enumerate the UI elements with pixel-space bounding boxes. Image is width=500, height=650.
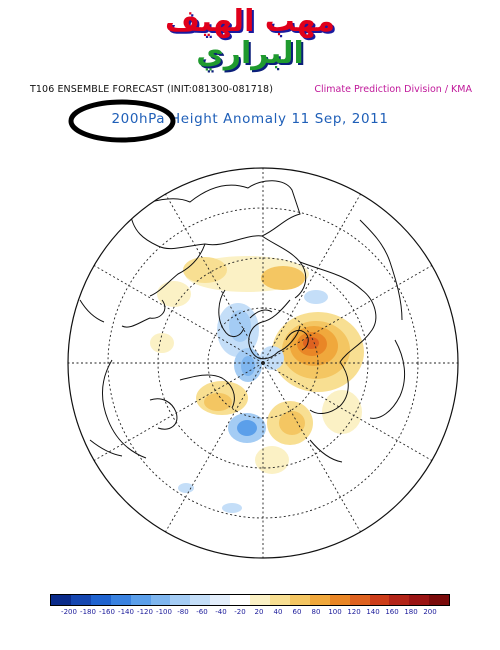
map-boundary-circle	[67, 167, 459, 559]
forecast-header: T106 ENSEMBLE FORECAST (INIT:081300-0817…	[30, 84, 273, 95]
colorbar-swatch	[289, 595, 310, 605]
colorbar-tick-label: 80	[311, 608, 321, 616]
colorbar-tick-label: 20	[254, 608, 264, 616]
colorbar-swatch	[150, 595, 171, 605]
colorbar-swatch	[369, 595, 390, 605]
colorbar-tick-label: -140	[118, 608, 134, 616]
colorbar-tick-label: -200	[61, 608, 77, 616]
colorbar-tick-label: 100	[328, 608, 342, 616]
colorbar-tick-label: -120	[137, 608, 153, 616]
colorbar-swatch	[70, 595, 91, 605]
colorbar-swatch	[349, 595, 370, 605]
colorbar-swatch	[110, 595, 131, 605]
colorbar	[50, 594, 450, 606]
colorbar-tick-label: -100	[156, 608, 172, 616]
anomaly-field	[150, 256, 364, 513]
colorbar-swatch	[170, 595, 191, 605]
coastlines	[79, 180, 406, 463]
colorbar-swatch	[190, 595, 211, 605]
logo-line-2: البراري	[196, 36, 304, 71]
colorbar-swatch	[210, 595, 231, 605]
logo-line-1: مهب الهيف	[165, 4, 335, 39]
colorbar-swatch	[130, 595, 151, 605]
colorbar-tick-label: -160	[99, 608, 115, 616]
colorbar-tick-label: 140	[366, 608, 380, 616]
graticule	[68, 168, 458, 558]
colorbar-swatch	[409, 595, 430, 605]
colorbar-swatch	[51, 595, 71, 605]
colorbar-swatch	[90, 595, 111, 605]
colorbar-swatch	[269, 595, 290, 605]
agency-credit: Climate Prediction Division / KMA	[314, 84, 472, 95]
colorbar-swatch	[230, 595, 251, 605]
colorbar-swatch	[250, 595, 270, 605]
colorbar-swatch	[329, 595, 350, 605]
highlight-ellipse	[68, 99, 176, 143]
colorbar-tick-label: 40	[273, 608, 283, 616]
colorbar-tick-label: 60	[292, 608, 302, 616]
colorbar-tick-label: 120	[347, 608, 361, 616]
colorbar-tick-label: -20	[234, 608, 246, 616]
colorbar-tick-label: 160	[385, 608, 399, 616]
colorbar-tick-label: -80	[177, 608, 189, 616]
colorbar-tick-label: -60	[196, 608, 208, 616]
colorbar-tick-label: 200	[423, 608, 437, 616]
colorbar-swatch	[429, 595, 450, 605]
colorbar-tick-label: -40	[215, 608, 227, 616]
colorbar-tick-label: -180	[80, 608, 96, 616]
colorbar-swatch	[309, 595, 330, 605]
colorbar-tick-label: 180	[404, 608, 418, 616]
colorbar-tick-labels: -200 -180 -160 -140 -120 -100 -80 -60 -40 -20 20 40…	[0, 608, 500, 622]
colorbar-swatch	[389, 595, 410, 605]
map-title: 200hPa Height Anomaly 11 Sep, 2011	[111, 111, 389, 127]
